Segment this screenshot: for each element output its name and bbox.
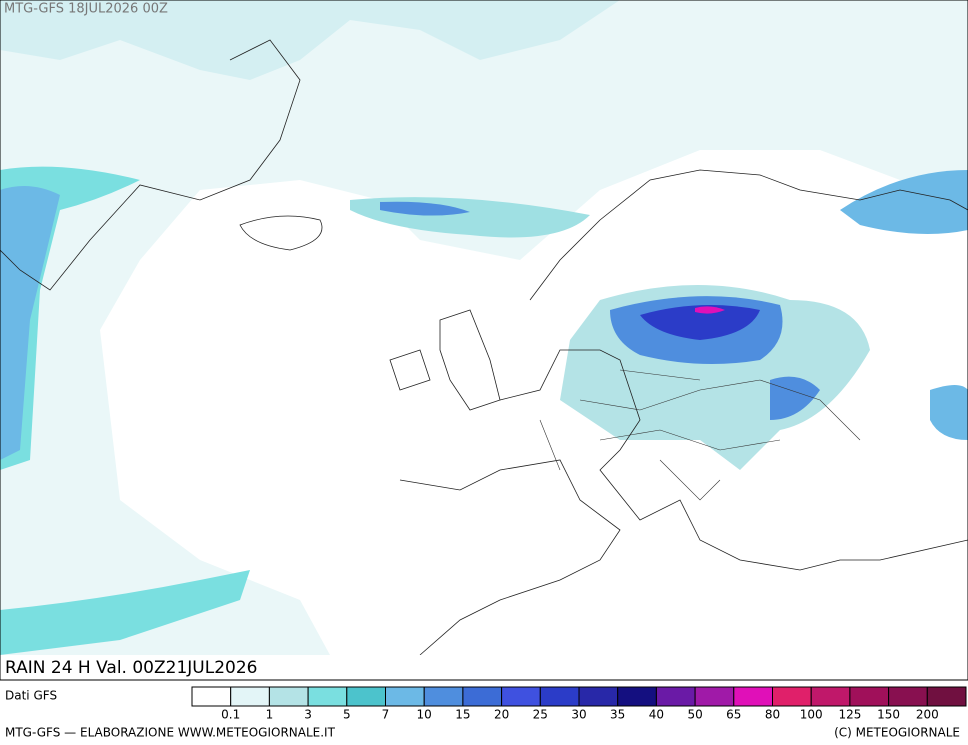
colorbar-swatch bbox=[926, 686, 967, 707]
colorbar-swatch bbox=[694, 686, 735, 707]
footer-left: MTG-GFS — ELABORAZIONE WWW.METEOGIORNALE… bbox=[5, 726, 336, 740]
colorbar-label: 10 bbox=[417, 708, 432, 722]
colorbar-swatch bbox=[733, 686, 773, 707]
rain-area bbox=[840, 170, 968, 234]
colorbar-label: 3 bbox=[304, 708, 312, 722]
map-title: MTG-GFS 18JUL2026 00Z bbox=[4, 2, 168, 17]
rain-area bbox=[380, 201, 470, 216]
coastline bbox=[239, 215, 323, 251]
borders bbox=[539, 369, 861, 501]
caption-box bbox=[0, 655, 968, 680]
colorbar-swatch bbox=[888, 686, 928, 707]
colorbar-swatch bbox=[230, 686, 270, 707]
colorbar-label: 65 bbox=[726, 708, 741, 722]
colorbar-label: 50 bbox=[687, 708, 702, 722]
rain-area bbox=[930, 385, 968, 440]
colorbar-swatch bbox=[849, 686, 890, 707]
colorbar-label: 200 bbox=[916, 708, 939, 722]
colorbar-label: 100 bbox=[800, 708, 823, 722]
colorbar-label: 40 bbox=[649, 708, 664, 722]
colorbar-label: 20 bbox=[494, 708, 509, 722]
colorbar-swatch bbox=[268, 686, 309, 707]
rain-area bbox=[695, 306, 725, 314]
colorbar-label: 80 bbox=[765, 708, 780, 722]
source-label: Dati GFS bbox=[5, 689, 57, 703]
colorbar: 0.1 1 3 5 7 10 15 20 25 30 35 40 50 65 80 100 125 150 200 bbox=[191, 686, 967, 722]
colorbar-label: 0.1 bbox=[221, 708, 240, 722]
colorbar-swatch bbox=[655, 686, 696, 707]
colorbar-swatch bbox=[423, 686, 464, 707]
rain-area bbox=[640, 305, 760, 340]
coastline bbox=[529, 169, 968, 301]
rain-area bbox=[0, 570, 250, 655]
colorbar-label: 125 bbox=[838, 708, 861, 722]
rain-area bbox=[0, 0, 968, 655]
coastline bbox=[389, 309, 501, 411]
map: MTG-GFS 18JUL2026 00Z RAIN 24 H Val. 00Z… bbox=[0, 0, 968, 680]
colorbar-label: 5 bbox=[343, 708, 351, 722]
colorbar-swatch bbox=[501, 686, 541, 707]
rain-area bbox=[0, 0, 620, 80]
colorbar-label: 150 bbox=[877, 708, 900, 722]
colorbar-swatch bbox=[385, 686, 425, 707]
rain-area bbox=[0, 186, 60, 460]
coastline bbox=[0, 39, 301, 291]
colorbar-swatch bbox=[617, 686, 657, 707]
colorbar-swatch bbox=[462, 686, 503, 707]
colorbar-swatch bbox=[578, 686, 619, 707]
colorbar-label: 35 bbox=[610, 708, 625, 722]
colorbar-swatch bbox=[539, 686, 580, 707]
colorbar-swatch bbox=[772, 686, 812, 707]
colorbar-swatch bbox=[346, 686, 386, 707]
colorbar-label: 30 bbox=[571, 708, 586, 722]
colorbar-label: 1 bbox=[266, 708, 274, 722]
colorbar-swatch bbox=[307, 686, 348, 707]
colorbar-swatch bbox=[810, 686, 851, 707]
colorbar-swatch bbox=[191, 686, 232, 707]
map-caption: RAIN 24 H Val. 00Z21JUL2026 bbox=[5, 658, 257, 678]
coastline bbox=[399, 349, 968, 656]
map-frame bbox=[0, 0, 968, 681]
footer-right: (C) METEOGIORNALE bbox=[834, 726, 960, 740]
colorbar-label: 7 bbox=[382, 708, 390, 722]
colorbar-label: 25 bbox=[533, 708, 548, 722]
colorbar-label: 15 bbox=[455, 708, 470, 722]
